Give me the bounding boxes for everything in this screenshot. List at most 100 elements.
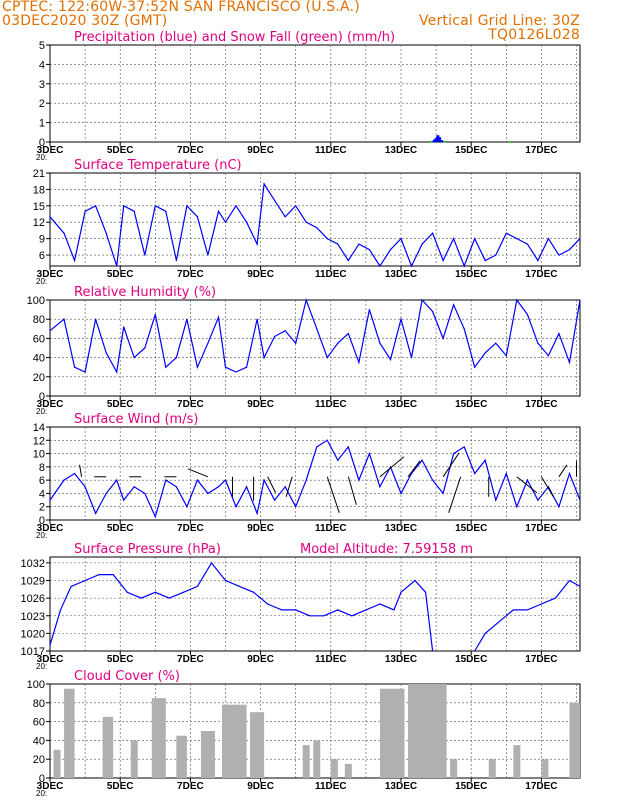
xtick-label-3-5: 13DEC (385, 523, 417, 534)
point-2-23 (284, 330, 286, 332)
point-3-13 (186, 506, 188, 508)
panel-title-0: Precipitation (blue) and Snow Fall (gree… (74, 30, 395, 45)
point-1-7 (123, 205, 125, 207)
panel-frame-2 (49, 299, 581, 397)
point-1-33 (389, 248, 392, 251)
point-3-44 (505, 472, 507, 475)
point-4-14 (238, 585, 241, 587)
xtick-label-1-5: 13DEC (385, 269, 417, 280)
point-3-50 (568, 472, 571, 475)
ytick-label-3-7: 14 (33, 422, 45, 434)
xtick-label-0-3: 9DEC (247, 145, 274, 156)
bar-0-3 (436, 135, 440, 142)
ytick-label-3-5: 10 (33, 449, 45, 461)
point-4-27 (414, 579, 416, 582)
point-1-9 (144, 254, 146, 256)
ytick-label-4-1: 1020 (21, 628, 45, 640)
point-2-40 (463, 328, 465, 330)
wind-arrow-7 (267, 476, 277, 494)
point-2-28 (337, 342, 339, 344)
xtick-cut-0: 20: (36, 153, 47, 162)
point-4-12 (210, 562, 213, 564)
point-3-20 (256, 512, 258, 514)
point-2-34 (400, 318, 402, 320)
series-line-4 (49, 561, 434, 652)
point-1-44 (505, 232, 507, 234)
ytick-label-3-4: 8 (39, 462, 45, 474)
ytick-label-4-0: 1017 (21, 646, 45, 658)
point-1-42 (484, 259, 486, 262)
point-1-35 (410, 265, 413, 267)
bar-0-0 (431, 141, 435, 143)
ytick-label-5-4: 80 (33, 698, 45, 710)
point-2-44 (505, 355, 507, 357)
xtick-label-0-0: 3DEC (37, 145, 64, 156)
point-3-7 (123, 499, 125, 501)
xtick-label-2-5: 13DEC (385, 399, 417, 410)
xtick-label-1-4: 11DEC (315, 269, 347, 280)
ytick-label-4-5: 1032 (21, 558, 45, 570)
point-2-11 (165, 366, 167, 368)
xtick-label-2-0: 3DEC (37, 399, 64, 410)
panel-frame-1 (49, 172, 581, 267)
ytick-label-3-2: 4 (39, 488, 45, 500)
point-2-42 (484, 352, 486, 354)
point-3-8 (133, 486, 135, 488)
point-1-14 (196, 216, 199, 218)
point-4-5 (112, 574, 114, 576)
xtick-label-5-3: 9DEC (247, 781, 274, 792)
xtick-label-4-0: 3DEC (37, 654, 64, 665)
point-1-34 (400, 238, 402, 240)
series-line-2 (49, 297, 581, 374)
xtick-cut-2: 20: (36, 407, 47, 416)
cloud-block-0 (53, 749, 61, 778)
point-2-6 (116, 371, 118, 373)
ytick-label-2-5: 100 (27, 295, 45, 307)
point-3-36 (421, 459, 423, 461)
xtick-label-5-4: 11DEC (315, 781, 347, 792)
point-1-41 (474, 238, 476, 240)
point-1-17 (224, 221, 227, 223)
header-station: CPTEC: 122:60W-37:52N SAN FRANCISCO (U.S… (2, 0, 360, 15)
point-1-50 (568, 248, 571, 251)
ytick-label-3-6: 12 (33, 435, 45, 447)
point-3-43 (495, 499, 497, 501)
ytick-label-5-5: 100 (27, 679, 45, 691)
point-4-7 (140, 597, 142, 599)
point-3-19 (245, 486, 248, 488)
ytick-label-3-0: 0 (39, 515, 45, 527)
bar-0-2 (434, 138, 438, 142)
point-4-20 (323, 615, 325, 617)
point-4-17 (281, 609, 283, 611)
point-1-3 (84, 210, 86, 212)
bar-0-1 (432, 139, 436, 142)
xtick-label-0-1: 5DEC (107, 145, 134, 156)
point-3-6 (116, 479, 118, 481)
point-1-2 (73, 259, 76, 262)
series-line-3 (49, 439, 581, 519)
point-2-21 (263, 357, 265, 359)
point-2-14 (196, 366, 199, 368)
point-3-15 (207, 492, 209, 495)
xtick-label-3-2: 7DEC (177, 523, 204, 534)
point-3-26 (316, 446, 318, 448)
point-3-27 (326, 439, 328, 441)
bar-1-1 (443, 141, 447, 143)
point-1-19 (245, 221, 248, 223)
ytick-label-0-1: 1 (39, 118, 45, 130)
point-2-50 (568, 361, 571, 363)
point-2-38 (442, 337, 444, 339)
point-2-48 (547, 355, 550, 357)
point-1-45 (516, 238, 518, 240)
point-3-34 (400, 492, 402, 495)
cloud-block-11 (330, 759, 338, 778)
xtick-label-0-7: 17DEC (525, 145, 557, 156)
bar-1-0 (429, 141, 433, 143)
xtick-label-1-1: 5DEC (107, 269, 134, 280)
header-model-id: TQ0126L028 (488, 27, 580, 43)
point-2-13 (186, 318, 188, 320)
ytick-label-5-1: 20 (33, 754, 45, 766)
wind-arrow-9 (326, 476, 340, 513)
wind-arrow-10 (347, 476, 357, 505)
